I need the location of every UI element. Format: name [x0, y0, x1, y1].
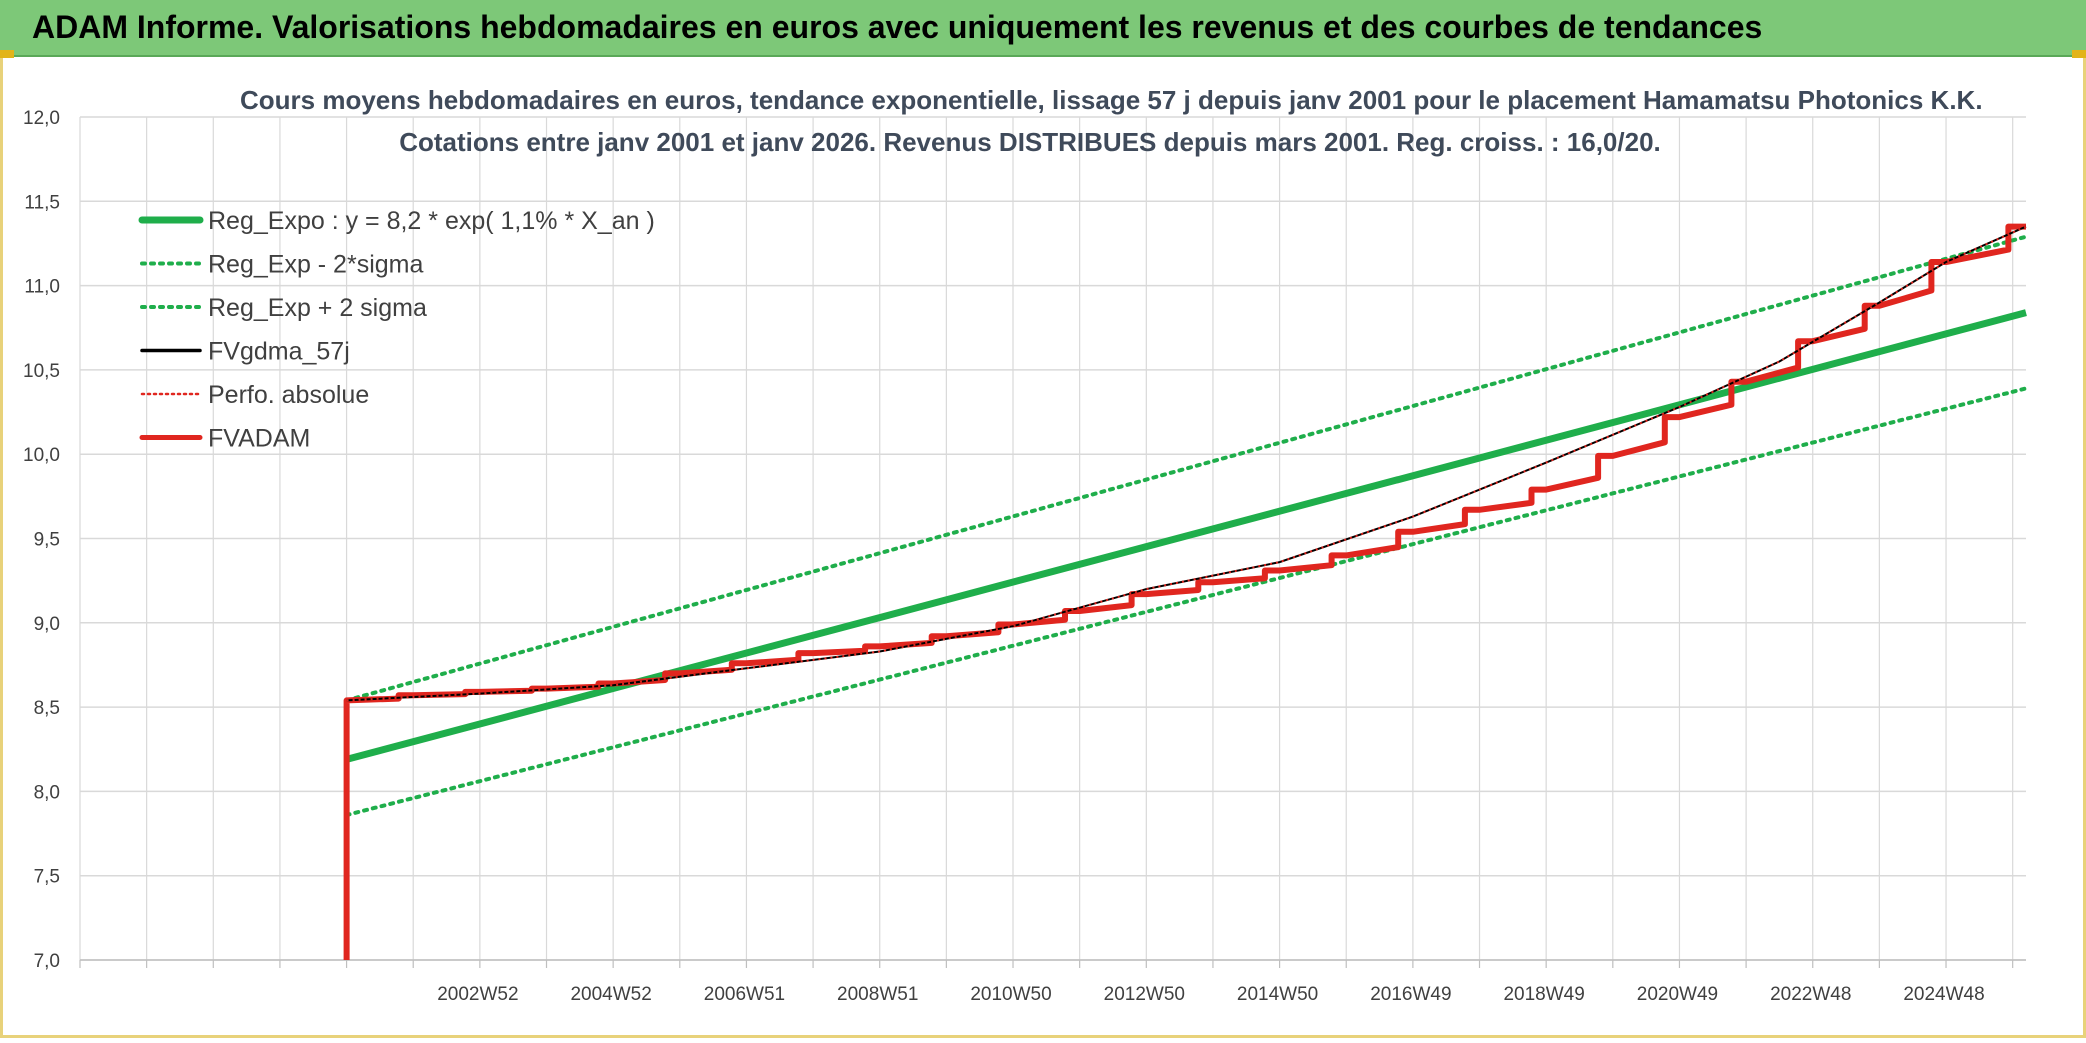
x-tick-label: 2006W51 — [704, 984, 785, 1005]
y-tick-label: 10,5 — [23, 361, 60, 382]
y-tick-label: 11,5 — [24, 192, 60, 213]
y-tick-label: 8,5 — [34, 698, 60, 719]
x-tick-label: 2004W52 — [570, 984, 651, 1005]
series-line-band — [344, 386, 2028, 817]
legend-label: Reg_Exp + 2 sigma — [208, 294, 427, 322]
x-tick-label: 2024W48 — [1903, 984, 1984, 1005]
x-tick-label: 2002W52 — [437, 984, 518, 1005]
chart-subtitle: Cotations entre janv 2001 et janv 2026. … — [399, 127, 1661, 157]
line-chart: 7,0 7,5 8,0 8,5 9,0 9,5 10,0 10,5 11,0 11,5 12,0 20… — [23, 108, 2028, 1005]
x-tick-label: 2008W51 — [837, 984, 918, 1005]
x-tick-label: 2014W50 — [1237, 984, 1318, 1005]
chart-title: Cours moyens hebdomadaires en euros, ten… — [240, 85, 1983, 115]
report-title: ADAM Informe. Valorisations hebdomadaire… — [32, 9, 1763, 45]
y-tick-label: 9,0 — [34, 614, 60, 635]
corner-marker-left — [0, 50, 14, 58]
legend-label: Reg_Exp - 2*sigma — [208, 251, 423, 279]
series-line-band — [344, 234, 2028, 703]
legend-label: FVgdma_57j — [208, 338, 350, 366]
legend-label: Reg_Expo : y = 8,2 * exp( 1,1% * X_an ) — [208, 207, 655, 235]
y-tick-label: 9,5 — [34, 530, 60, 551]
y-tick-label: 8,0 — [34, 782, 60, 803]
y-tick-label: 10,0 — [23, 445, 60, 466]
corner-marker-right — [2072, 50, 2086, 58]
report-title-bar: ADAM Informe. Valorisations hebdomadaire… — [0, 0, 2086, 57]
chart-area: Cours moyens hebdomadaires en euros, ten… — [0, 57, 2086, 1038]
series-line-fvadam — [343, 223, 2026, 960]
legend-label: Perfo. absolue — [208, 381, 369, 409]
x-tick-label: 2012W50 — [1104, 984, 1185, 1005]
y-tick-label: 11,0 — [24, 277, 60, 298]
y-tick-label: 12,0 — [23, 108, 60, 129]
x-tick-label: 2010W50 — [970, 984, 1051, 1005]
y-tick-label: 7,0 — [34, 951, 60, 972]
x-tick-label: 2020W49 — [1637, 984, 1718, 1005]
series-line-reg-expo — [345, 309, 2027, 763]
legend-label: FVADAM — [208, 425, 310, 453]
x-tick-label: 2018W49 — [1503, 984, 1584, 1005]
x-tick-label: 2022W48 — [1770, 984, 1851, 1005]
series-line-perfo — [346, 225, 2027, 702]
y-tick-label: 7,5 — [34, 867, 60, 888]
x-tick-label: 2016W49 — [1370, 984, 1451, 1005]
